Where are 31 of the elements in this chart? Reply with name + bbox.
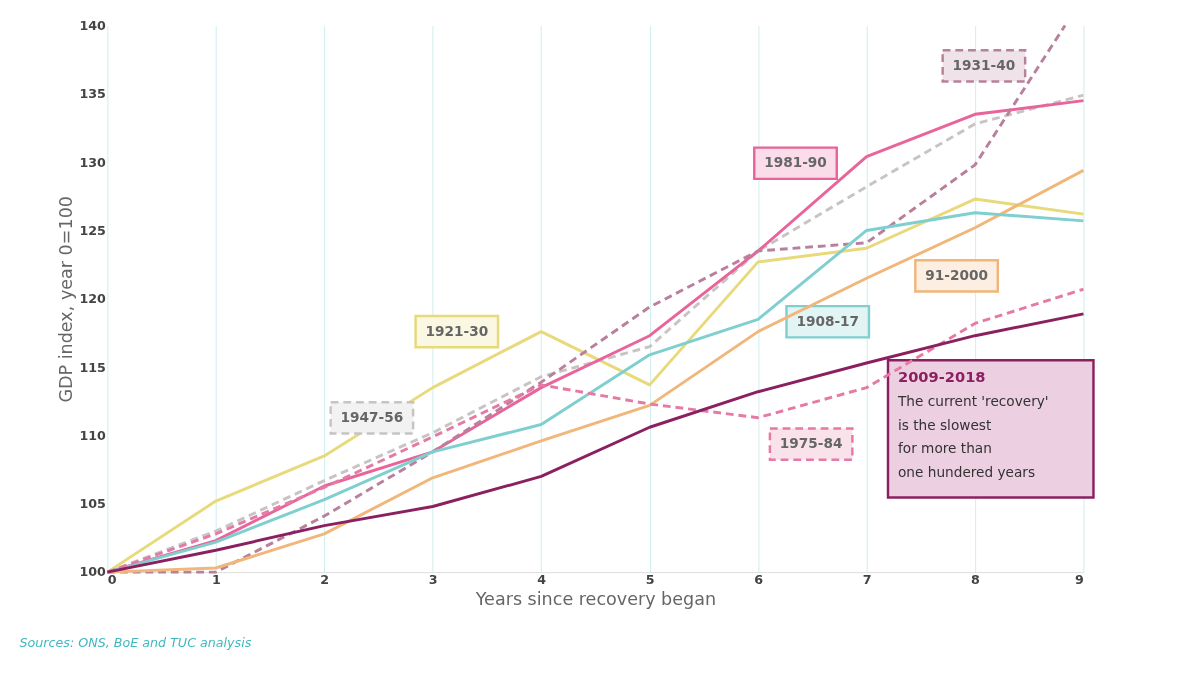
y-tick-label: 135 <box>79 86 106 102</box>
x-tick-label: 1 <box>211 572 221 588</box>
series-label: 1921-30 <box>425 322 489 339</box>
y-tick-label: 120 <box>79 291 107 307</box>
y-tick-label: 125 <box>79 222 106 238</box>
y-tick-label: 110 <box>79 427 107 443</box>
x-tick-label: 6 <box>754 572 764 588</box>
x-tick-label: 2 <box>320 572 330 588</box>
y-tick-label: 130 <box>79 154 107 170</box>
series-label: 1908-17 <box>796 312 860 329</box>
x-tick-label: 8 <box>971 572 981 588</box>
x-tick-label: 0 <box>107 572 117 588</box>
x-tick-label: 9 <box>1075 572 1084 588</box>
series-label: 91-2000 <box>925 266 988 283</box>
x-tick-label: 4 <box>537 572 547 588</box>
series-label: 2009-2018 <box>898 368 986 386</box>
annotation: The current 'recovery' is the slowest for more than one hundered years <box>897 393 1049 480</box>
series-label: 1947-56 <box>340 408 404 425</box>
series-label: 1975-84 <box>779 435 843 452</box>
x-axis-title: Years since recovery began <box>474 588 717 609</box>
source-note: Sources: ONS, BoE and TUC analysis <box>19 635 252 651</box>
y-tick-label: 105 <box>79 496 106 512</box>
y-axis-title: GDP index, year 0=100 <box>55 196 76 403</box>
x-tick-label: 5 <box>645 572 655 588</box>
series-label: 1981-90 <box>764 154 827 171</box>
y-tick-label: 100 <box>79 564 107 580</box>
y-tick-label: 115 <box>79 359 106 375</box>
x-tick-label: 7 <box>862 572 872 588</box>
y-tick-label: 140 <box>79 17 107 33</box>
series-label: 1931-40 <box>952 56 1016 73</box>
x-tick-label: 3 <box>428 572 438 588</box>
